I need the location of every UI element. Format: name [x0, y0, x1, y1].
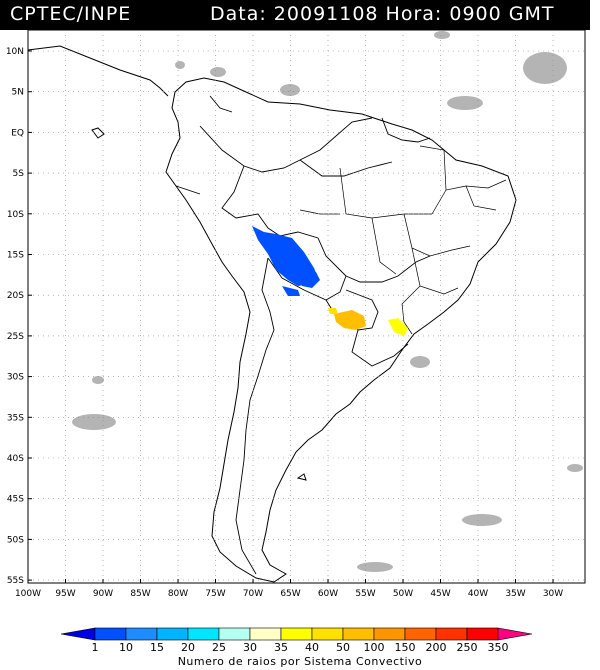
title-bar: CPTEC/INPE Data: 20091108 Hora: 0900 GMT [0, 0, 590, 30]
lon-label: 80W [168, 589, 188, 599]
colorbar-swatch [311, 627, 344, 641]
colorbar-tick-label: 150 [395, 641, 416, 654]
colorbar-swatch [435, 627, 468, 641]
colorbar-swatch [187, 627, 220, 641]
colorbar-tick-label: 1 [92, 641, 99, 654]
colorbar-swatch [218, 627, 251, 641]
central-america-coast [27, 45, 169, 97]
colorbar-swatch [94, 627, 127, 641]
colorbar: 1 10 15 20 25 30 35 40 50 100 150 200 250 350 [60, 627, 533, 654]
lon-label: 90W [93, 589, 113, 599]
colorbar-tick-label: 250 [457, 641, 478, 654]
colorbar-swatch [249, 627, 282, 641]
graticule [28, 30, 585, 583]
colorbar-tick-label: 40 [305, 641, 319, 654]
lon-label: 55W [355, 589, 375, 599]
colorbar-tick-label: 30 [243, 641, 257, 654]
colorbar-swatch [60, 627, 96, 641]
lat-label: 20S [7, 291, 24, 301]
colorbar-tick-label: 15 [150, 641, 164, 654]
colorbar-tick-label: 35 [274, 641, 288, 654]
longitude-labels: 100W 95W 90W 85W 80W 75W 70W 65W 60W 55W 50W 45W 40W… [15, 579, 563, 599]
falkland-islands [296, 473, 307, 481]
system-yellow-small [328, 308, 338, 314]
lat-label: 5N [12, 88, 24, 98]
lon-label: 75W [205, 589, 225, 599]
lat-label: EQ [11, 128, 24, 138]
lon-label: 60W [318, 589, 338, 599]
lon-label: 30W [543, 589, 563, 599]
lon-label: 95W [55, 589, 75, 599]
convective-systems [252, 226, 408, 336]
lat-label: 30S [7, 373, 24, 383]
colorbar-tick-label: 25 [212, 641, 226, 654]
system-orange-paraguay [334, 310, 366, 330]
lat-label: 35S [7, 413, 24, 423]
colorbar-title: Numero de raios por Sistema Convectivo [177, 655, 423, 668]
colorbar-swatch [466, 627, 499, 641]
colorbar-tick-label: 100 [364, 641, 385, 654]
lon-label: 85W [130, 589, 150, 599]
lat-label: 10N [6, 47, 24, 57]
latitude-labels: 10N 5N EQ 5S 10S 15S 20S 25S 30S 35S 40S 45S 50S 55S [6, 47, 32, 586]
lon-label: 50W [393, 589, 413, 599]
header-org: CPTEC/INPE [10, 3, 132, 25]
colorbar-tick-label: 50 [336, 641, 350, 654]
colorbar-swatch [125, 627, 158, 641]
colorbar-swatch [280, 627, 313, 641]
lat-label: 5S [13, 169, 25, 179]
lon-label: 40W [468, 589, 488, 599]
lat-label: 55S [7, 576, 24, 586]
system-yellow-parana [388, 318, 408, 336]
colorbar-tick-label: 200 [426, 641, 447, 654]
header-datetime: Data: 20091108 Hora: 0900 GMT [210, 3, 555, 25]
lat-label: 40S [7, 454, 24, 464]
lon-label: 100W [15, 589, 41, 599]
galapagos-islands [91, 127, 105, 139]
colorbar-swatch [373, 627, 406, 641]
colorbar-tick-label: 350 [488, 641, 509, 654]
lat-label: 45S [7, 495, 24, 505]
lat-label: 10S [7, 210, 24, 220]
system-blue-bolivia [252, 226, 320, 296]
lat-label: 15S [7, 251, 24, 261]
country-borders [175, 95, 431, 575]
lon-label: 70W [243, 589, 263, 599]
colorbar-tick-label: 20 [181, 641, 195, 654]
lon-label: 65W [280, 589, 300, 599]
colorbar-swatch [156, 627, 189, 641]
south-america-coastline [165, 77, 517, 583]
lon-label: 35W [505, 589, 525, 599]
colorbar-swatch [497, 627, 533, 641]
lon-label: 45W [430, 589, 450, 599]
colorbar-tick-label: 10 [119, 641, 133, 654]
colorbar-swatch [342, 627, 375, 641]
lat-label: 50S [7, 535, 24, 545]
lat-label: 25S [7, 332, 24, 342]
colorbar-swatch [404, 627, 437, 641]
